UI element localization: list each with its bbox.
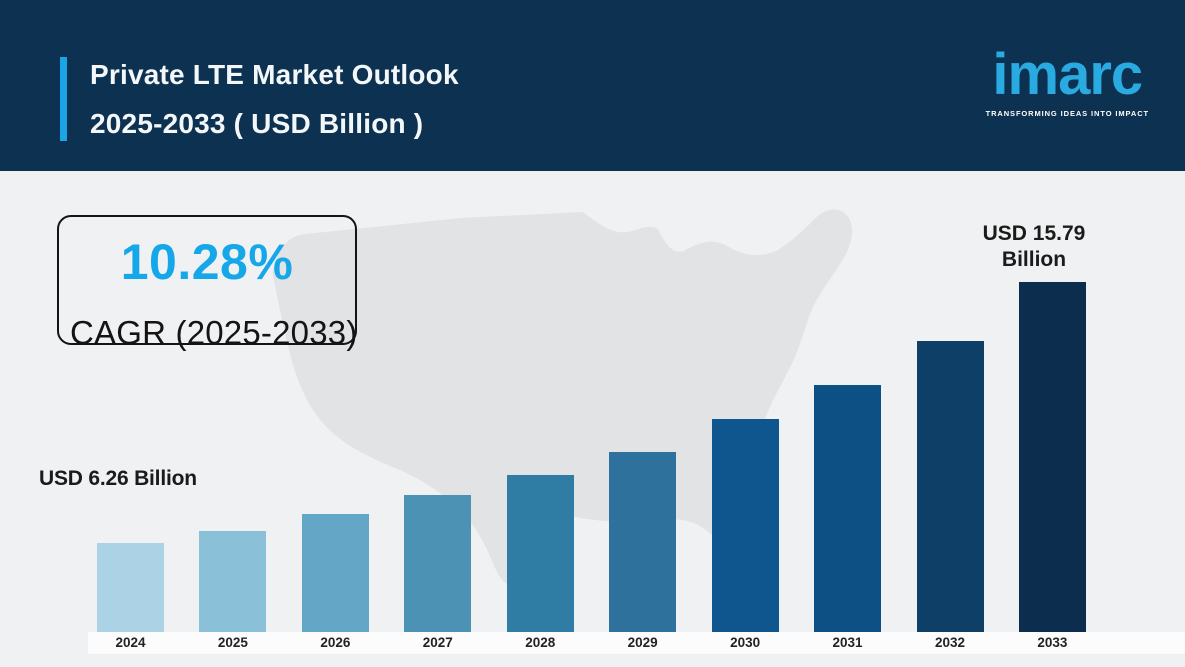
bar-2026 xyxy=(301,514,369,632)
x-axis-label-2033: 2033 xyxy=(1037,635,1068,650)
usa-map-silhouette xyxy=(272,209,853,592)
header: Private LTE Market Outlook 2025-2033 ( U… xyxy=(0,0,1185,171)
cagr-value: 10.28% xyxy=(120,234,294,290)
x-axis-label-2029: 2029 xyxy=(627,635,658,650)
bar-2033 xyxy=(1018,282,1086,632)
bar-2024 xyxy=(97,543,164,632)
start-value-label: USD 6.26 Billion xyxy=(39,467,197,490)
bar-2028 xyxy=(506,475,574,632)
bar-2031 xyxy=(814,385,882,632)
x-axis-label-2026: 2026 xyxy=(320,635,351,650)
x-axis-label-2030: 2030 xyxy=(730,635,761,650)
page-title-line2: 2025-2033 ( USD Billion ) xyxy=(90,108,424,139)
cagr-box: 10.28% CAGR (2025-2033) xyxy=(57,215,357,351)
page-title-line1: Private LTE Market Outlook xyxy=(90,59,459,90)
end-value-line2: Billion xyxy=(1001,248,1067,271)
end-value-line1: USD 15.79 xyxy=(982,222,1086,245)
x-axis-band xyxy=(88,632,1185,654)
x-axis-label-2028: 2028 xyxy=(525,635,556,650)
x-axis-labels: 2024 2025 2026 2027 2028 2029 2030 2031 2032 2033 xyxy=(97,635,1086,650)
title-accent-bar xyxy=(60,57,67,141)
bar-2032 xyxy=(916,341,984,632)
x-axis-label-2025: 2025 xyxy=(217,635,248,650)
cagr-label: CAGR (2025-2033) xyxy=(70,314,358,351)
bar-2027 xyxy=(404,495,472,632)
bar-2030 xyxy=(711,419,779,632)
imarc-wordmark: imarc xyxy=(992,42,1143,107)
bar-2029 xyxy=(609,452,677,632)
end-value-label: USD 15.79 Billion xyxy=(973,221,1095,273)
bar-2025 xyxy=(199,531,267,632)
imarc-logo: imarc TRANSFORMING IDEAS INTO IMPACT xyxy=(985,42,1149,119)
page-title: Private LTE Market Outlook 2025-2033 ( U… xyxy=(90,50,459,148)
x-axis-label-2031: 2031 xyxy=(832,635,863,650)
x-axis-label-2024: 2024 xyxy=(115,635,146,650)
imarc-tagline: TRANSFORMING IDEAS INTO IMPACT xyxy=(985,109,1149,118)
x-axis-label-2032: 2032 xyxy=(934,635,966,650)
x-axis-label-2027: 2027 xyxy=(422,635,453,650)
bar-series xyxy=(97,272,1086,632)
